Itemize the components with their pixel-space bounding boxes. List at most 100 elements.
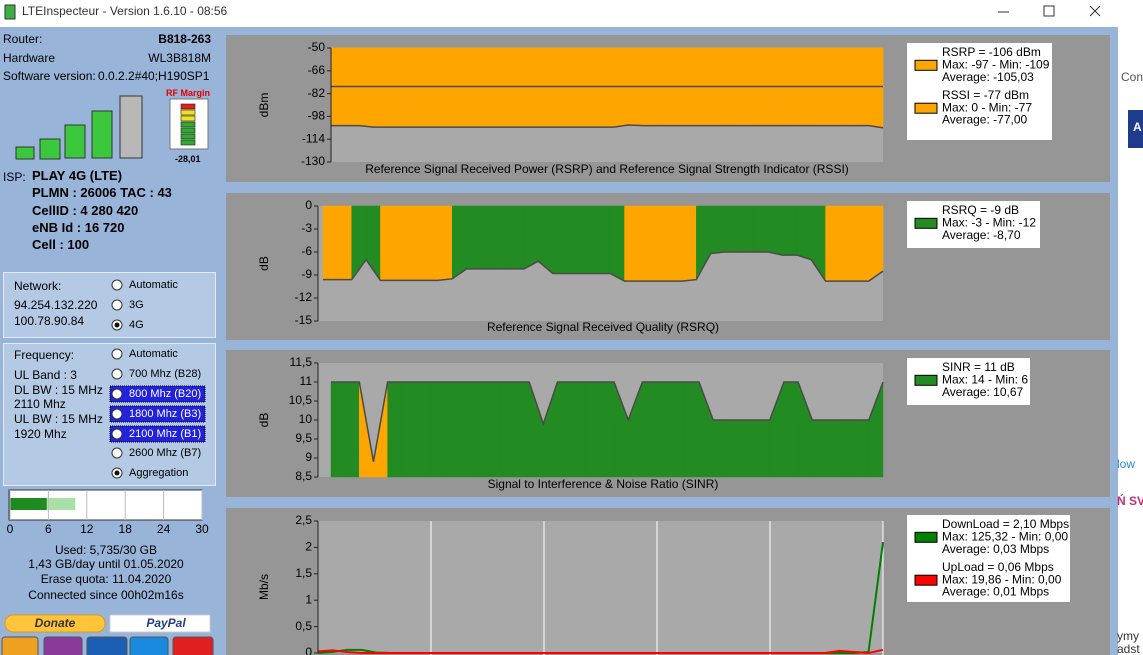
chart-title: Reference Signal Received Quality (RSRQ) — [487, 320, 719, 334]
radio-button[interactable] — [111, 388, 123, 400]
quota-tick-label: 24 — [157, 522, 171, 536]
y-tick-label: 11 — [300, 374, 313, 388]
legend-text: Average: 10,67 — [942, 385, 1024, 399]
radio-button[interactable] — [111, 408, 123, 420]
area-segment — [337, 205, 352, 280]
y-tick-label: -3 — [301, 221, 312, 235]
radio-button[interactable] — [111, 279, 123, 291]
y-axis-label: dB — [257, 413, 271, 428]
network-label: Network: — [14, 279, 62, 293]
rf-gauge-cell — [180, 121, 196, 128]
quota-tick-label: 30 — [195, 522, 209, 536]
radio-label[interactable]: Aggregation — [129, 467, 189, 479]
isp-enb-id: eNB Id : 16 720 — [32, 220, 125, 235]
y-tick-label: 8,5 — [295, 469, 312, 483]
area-segment — [415, 47, 431, 87]
area-segment — [642, 381, 657, 478]
frequency-label: Frequency: — [14, 348, 75, 362]
frequency-info: 2110 Mhz — [14, 397, 66, 411]
area-segment — [581, 205, 597, 274]
area-segment — [783, 47, 799, 87]
area-segment — [653, 205, 668, 282]
area-segment — [724, 205, 740, 253]
area-segment — [627, 47, 643, 87]
radio-label[interactable]: 3G — [129, 299, 144, 311]
legend-text: DownLoad = 2,10 Mbps — [942, 517, 1069, 531]
area-segment — [839, 205, 855, 282]
y-tick-label: -12 — [295, 290, 313, 304]
area-segment — [811, 47, 827, 87]
legend-swatch — [914, 574, 938, 586]
donate-button[interactable] — [4, 614, 106, 633]
browser-text: Con — [1121, 70, 1143, 84]
area-segment — [739, 205, 755, 253]
legend-box — [907, 515, 1070, 602]
radio-label[interactable]: 2600 Mhz (B7) — [129, 447, 202, 459]
series-line — [323, 251, 884, 282]
browser-text: ymy — [1117, 629, 1139, 643]
radio-label[interactable]: 4G — [129, 319, 144, 331]
y-tick-label: 10 — [299, 412, 313, 426]
area-segment — [528, 47, 544, 87]
area-segment — [684, 381, 700, 478]
radio-label[interactable]: 1800 Mhz (B3) — [129, 408, 202, 420]
paypal-button[interactable] — [109, 614, 211, 633]
browser-text: A — [1133, 120, 1142, 134]
area-segment — [796, 205, 812, 261]
legend-text: Max: 125,32 - Min: 0,00 — [942, 529, 1068, 543]
area-segment — [429, 47, 445, 87]
legend-swatch — [914, 102, 938, 114]
radio-dot — [114, 322, 120, 328]
area-segment — [667, 205, 683, 282]
area-segment — [571, 381, 587, 478]
paypal-label: PayPal — [146, 616, 186, 630]
legend-text: Average: -8,70 — [942, 228, 1021, 242]
ip-address: 100.78.90.84 — [14, 314, 85, 328]
radio-label[interactable]: 800 Mhz (B20) — [129, 388, 202, 400]
y-tick-label: 0 — [305, 645, 312, 655]
series-line — [331, 381, 884, 462]
area-segment — [670, 381, 686, 478]
area-segment — [500, 47, 516, 87]
app-icon — [4, 4, 16, 20]
area-segment — [408, 205, 424, 281]
area-segment — [401, 47, 417, 87]
area-segment — [543, 47, 558, 87]
area-segment — [840, 419, 855, 478]
toolbar-icon[interactable] — [43, 636, 83, 655]
frequency-info: 1920 Mhz — [14, 427, 67, 441]
y-tick-label: -66 — [308, 63, 326, 77]
radio-button[interactable] — [111, 447, 123, 459]
area-segment — [552, 205, 568, 274]
area-segment — [656, 381, 671, 478]
isp-plmn: PLMN : 26006 TAC : 43 — [32, 185, 172, 200]
radio-button[interactable] — [111, 368, 123, 380]
router-name: B818-263 — [158, 32, 211, 46]
area-segment — [472, 381, 487, 478]
toolbar-icon[interactable] — [1, 636, 39, 655]
legend-text: Average: 0,01 Mbps — [942, 585, 1049, 599]
area-segment — [670, 47, 686, 87]
area-segment — [727, 47, 742, 87]
area-segment — [741, 47, 756, 87]
toolbar-icon[interactable] — [172, 636, 214, 655]
legend-text: Max: -3 - Min: -12 — [942, 215, 1036, 229]
series-line — [331, 124, 884, 129]
radio-button[interactable] — [111, 348, 123, 360]
legend-text: Average: -77,00 — [942, 113, 1027, 127]
area-segment — [681, 205, 697, 282]
radio-label[interactable]: 700 Mhz (B28) — [129, 368, 202, 380]
maximize-button[interactable] — [1043, 5, 1055, 17]
radio-label[interactable]: Automatic — [129, 279, 178, 291]
radio-label[interactable]: 2100 Mhz (B1) — [129, 428, 202, 440]
radio-button[interactable] — [111, 428, 123, 440]
area-segment — [387, 47, 403, 87]
area-segment — [797, 47, 813, 87]
toolbar-icon[interactable] — [86, 636, 128, 655]
close-button[interactable] — [1089, 5, 1101, 17]
area-segment — [755, 419, 771, 478]
radio-button[interactable] — [111, 299, 123, 311]
radio-label[interactable]: Automatic — [129, 348, 178, 360]
toolbar-icon[interactable] — [129, 636, 169, 655]
legend-text: UpLoad = 0,06 Mbps — [942, 560, 1054, 574]
